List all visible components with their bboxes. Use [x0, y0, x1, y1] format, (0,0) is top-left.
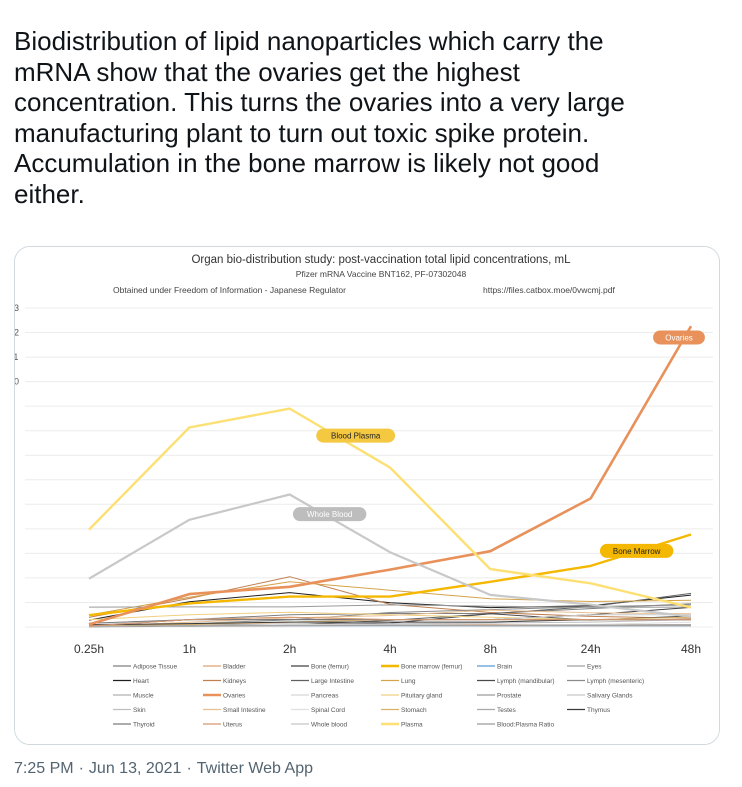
legend-label: Thymus: [587, 707, 611, 714]
series-line: [88, 325, 693, 626]
legend-label: Pancreas: [311, 693, 339, 700]
x-tick-label: 0.25h: [74, 642, 104, 656]
legend: Adipose Tissue Bladder Bone (femur) Bone ma…: [113, 664, 644, 729]
legend-label: Pituitary gland: [401, 693, 443, 700]
legend-label: Plasma: [401, 722, 423, 729]
series-line: [88, 576, 692, 619]
chart-background: [15, 247, 719, 744]
series-line: [88, 407, 692, 609]
annotation-label: Blood Plasma: [331, 432, 381, 441]
legend-label: Lymph (mandibular): [497, 678, 555, 685]
tweet-client[interactable]: Twitter Web App: [196, 760, 313, 777]
series-line: [88, 533, 692, 617]
x-tick-label: 1h: [183, 642, 196, 656]
y-tick-label: 11: [14, 352, 18, 362]
tweet-time[interactable]: 7:25 PM: [14, 760, 74, 777]
annotation-badge: [599, 543, 674, 558]
y-tick-label: 12: [14, 328, 19, 338]
legend-label: Blood:Plasma Ratio: [497, 722, 554, 729]
x-tick-label: 2h: [283, 642, 296, 656]
legend-label: Thyroid: [133, 722, 155, 729]
series-line: [88, 616, 691, 627]
x-tick-label: 24h: [581, 642, 601, 656]
y-tick-label: 13: [14, 303, 19, 313]
legend-label: Bone (femur): [311, 664, 349, 671]
legend-label: Large Intestine: [311, 678, 354, 685]
x-axis-ticks: 0.25h 1h 2h 4h 8h 24h 48h: [74, 642, 701, 656]
legend-label: Salivary Glands: [587, 693, 633, 700]
legend-label: Eyes: [587, 664, 602, 671]
legend-label: Adipose Tissue: [133, 664, 177, 671]
legend-label: Uterus: [223, 722, 243, 729]
tweet-meta: 7:25 PM · Jun 13, 2021 · Twitter Web App: [14, 760, 313, 778]
annotation-badge: [292, 507, 367, 522]
legend-label: Heart: [133, 678, 149, 685]
legend-label: Skin: [133, 707, 146, 714]
annotation-badge: [316, 428, 396, 443]
y-tick-label: 10: [14, 377, 19, 387]
legend-label: Spinal Cord: [311, 707, 345, 714]
tweet-date[interactable]: Jun 13, 2021: [88, 760, 182, 777]
tweet-text: Biodistribution of lipid nanoparticles w…: [14, 26, 625, 209]
chart-source-note: Obtained under Freedom of Information - …: [113, 285, 346, 295]
annotation-label: Ovaries: [665, 333, 693, 342]
legend-label: Ovaries: [223, 693, 246, 700]
annotation-label: Bone Marrow: [613, 547, 661, 556]
series-line: [88, 581, 692, 616]
series-lines: [88, 325, 693, 628]
meta-separator: ·: [78, 760, 84, 777]
legend-label: Prostate: [497, 693, 522, 700]
legend-label: Lymph (mesenteric): [587, 678, 644, 685]
chart-subtitle: Pfizer mRNA Vaccine BNT162, PF-07302048: [296, 269, 467, 279]
legend-label: Brain: [497, 664, 513, 671]
series-line: [88, 624, 691, 627]
series-line: [88, 493, 692, 618]
chart-source-url: https://files.catbox.moe/0vwcmj.pdf: [483, 285, 615, 295]
legend-label: Lung: [401, 678, 416, 685]
series-line: [88, 604, 692, 608]
legend-label: Muscle: [133, 693, 154, 700]
annotation-label: Whole Blood: [307, 510, 352, 519]
legend-label: Bladder: [223, 664, 246, 671]
annotations: Ovaries Blood Plasma Whole Blood Bone Marro…: [292, 330, 705, 558]
meta-separator: ·: [186, 760, 192, 777]
legend-label: Whole blood: [311, 722, 348, 729]
chart: Organ bio-distribution study: post-vacci…: [14, 247, 719, 744]
legend-label: Kidneys: [223, 678, 247, 685]
legend-label: Testes: [497, 707, 517, 714]
x-tick-label: 8h: [484, 642, 497, 656]
chart-image[interactable]: Organ bio-distribution study: post-vacci…: [14, 246, 720, 745]
annotation-badge: [653, 330, 705, 345]
x-tick-label: 48h: [681, 642, 701, 656]
series-line: [88, 609, 692, 627]
legend-label: Bone marrow (femur): [401, 664, 462, 671]
gridlines: [25, 307, 713, 628]
legend-label: Small Intestine: [223, 707, 266, 714]
legend-label: Stomach: [401, 707, 427, 714]
chart-title: Organ bio-distribution study: post-vacci…: [191, 254, 571, 266]
x-tick-label: 4h: [383, 642, 396, 656]
